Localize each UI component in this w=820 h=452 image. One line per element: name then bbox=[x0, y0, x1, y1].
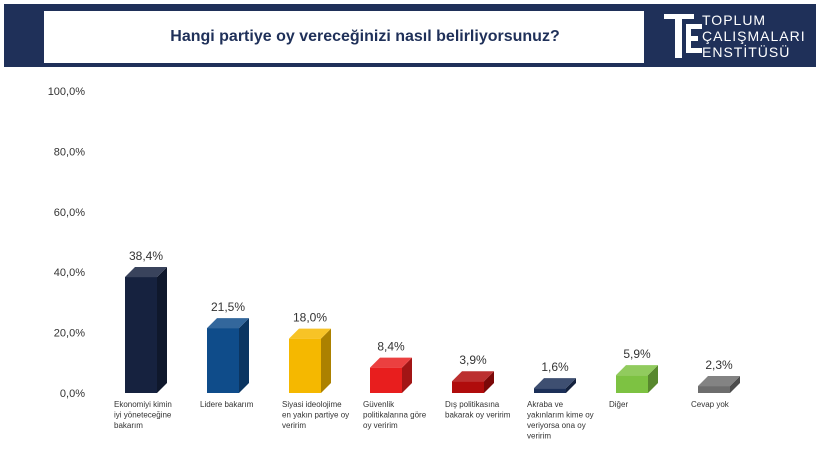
logo-line: ÇALIŞMALARI bbox=[702, 28, 806, 44]
y-tick-label: 40,0% bbox=[54, 267, 85, 279]
category-label: bakarak oy veririm bbox=[445, 411, 511, 420]
bar bbox=[698, 386, 730, 393]
category-label: Siyasi ideolojime bbox=[282, 400, 342, 409]
data-label: 8,4% bbox=[377, 340, 405, 354]
logo-text: TOPLUM ÇALIŞMALARI ENSTİTÜSÜ bbox=[702, 12, 814, 60]
title-box: Hangi partiye oy vereceğinizi nasıl beli… bbox=[44, 11, 644, 63]
bar-side bbox=[566, 378, 576, 393]
tce-monogram-icon bbox=[664, 14, 702, 58]
bar-top bbox=[370, 357, 412, 368]
bar bbox=[370, 367, 402, 393]
category-label: Ekonomiyi kimin bbox=[114, 400, 172, 409]
bar-top bbox=[125, 267, 167, 278]
category-label: veririm bbox=[282, 421, 306, 430]
bar bbox=[452, 381, 484, 393]
category-label: Güvenlik bbox=[363, 400, 395, 409]
category-label: oy veririm bbox=[363, 421, 398, 430]
bar-side bbox=[239, 318, 249, 393]
logo: TOPLUM ÇALIŞMALARI ENSTİTÜSÜ bbox=[662, 12, 812, 62]
bar bbox=[616, 375, 648, 393]
bar bbox=[289, 338, 321, 393]
category-label: iyi yöneteceğine bbox=[114, 411, 172, 420]
y-tick-label: 80,0% bbox=[54, 146, 85, 158]
category-label: politikalarına göre bbox=[363, 411, 427, 420]
data-label: 5,9% bbox=[623, 347, 651, 361]
logo-line: ENSTİTÜSÜ bbox=[702, 44, 791, 60]
bar-top bbox=[534, 378, 576, 389]
bar-side bbox=[321, 328, 331, 393]
category-label: Dış politikasına bbox=[445, 400, 500, 409]
data-label: 21,5% bbox=[211, 300, 245, 314]
data-label: 2,3% bbox=[705, 358, 733, 372]
category-label: yakınlarım kime oy bbox=[527, 411, 594, 420]
bar-side bbox=[648, 365, 658, 393]
bar-side bbox=[157, 267, 167, 393]
data-label: 1,6% bbox=[541, 360, 569, 374]
bar-top bbox=[207, 318, 249, 329]
bar bbox=[125, 277, 157, 393]
y-tick-label: 100,0% bbox=[48, 86, 86, 98]
category-label: Akraba ve bbox=[527, 400, 564, 409]
category-label: veririm bbox=[527, 432, 551, 441]
bar-top bbox=[616, 365, 658, 376]
bar-top bbox=[452, 371, 494, 382]
category-label: bakarım bbox=[114, 421, 143, 430]
data-label: 18,0% bbox=[293, 311, 327, 325]
bar-top bbox=[698, 376, 740, 387]
category-label: en yakın partiye oy bbox=[282, 411, 349, 420]
bar-top bbox=[289, 328, 331, 339]
y-tick-label: 0,0% bbox=[60, 388, 85, 400]
bar-side bbox=[402, 357, 412, 393]
category-label: Cevap yok bbox=[691, 400, 730, 409]
category-label: veriyorsa ona oy bbox=[527, 421, 586, 430]
bar-side bbox=[484, 371, 494, 393]
data-label: 38,4% bbox=[129, 249, 163, 263]
y-tick-label: 20,0% bbox=[54, 328, 85, 340]
bar bbox=[534, 388, 566, 393]
bar-side bbox=[730, 376, 740, 393]
bar bbox=[207, 328, 239, 393]
logo-line: TOPLUM bbox=[702, 12, 767, 28]
category-label: Diğer bbox=[609, 400, 628, 409]
category-label: Lidere bakarım bbox=[200, 400, 254, 409]
y-tick-label: 60,0% bbox=[54, 207, 85, 219]
data-label: 3,9% bbox=[459, 353, 487, 367]
page-title: Hangi partiye oy vereceğinizi nasıl beli… bbox=[170, 28, 560, 45]
